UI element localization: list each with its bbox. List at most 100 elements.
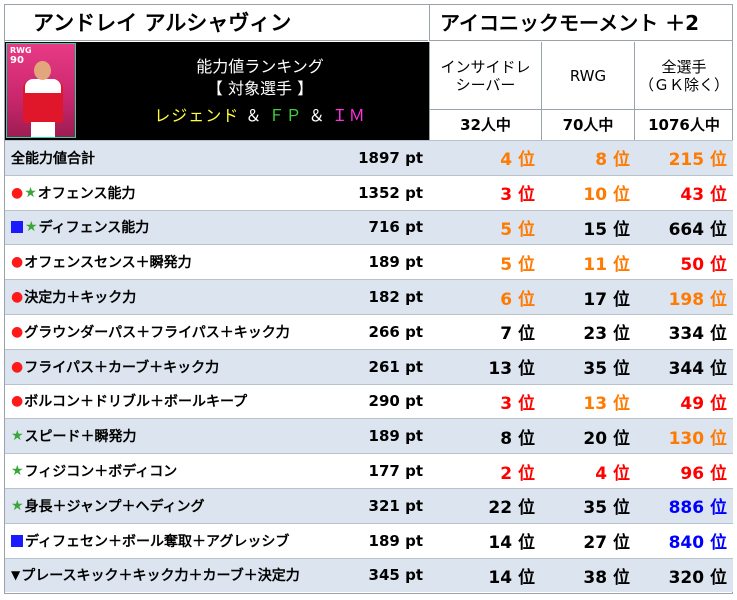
table-row: ● ボルコン＋ドリブル＋ボールキープ 290 pt 3 位 13 位 49 位	[5, 383, 733, 419]
stat-points: 177 pt	[368, 462, 423, 481]
rank-position: 22 位	[488, 498, 535, 519]
fp-label: ＦＰ	[268, 106, 303, 125]
column-header-position: インサイドレ シーバー	[429, 42, 541, 110]
table-row: 全能力値合計 1897 pt 4 位 8 位 215 位	[5, 140, 733, 175]
im-label: ＩＭ	[331, 106, 366, 125]
stat-points: 182 pt	[368, 288, 423, 307]
physical-star-icon: ★	[24, 184, 37, 201]
physical-star-icon: ★	[11, 497, 24, 514]
stat-name: オフェンスセンス＋瞬発力	[24, 255, 192, 272]
rank-all: 886 位	[668, 498, 727, 519]
rank-all: 320 位	[668, 567, 727, 588]
stat-points: 1897 pt	[358, 148, 423, 167]
stat-name: ボルコン＋ドリブル＋ボールキープ	[24, 394, 248, 411]
rank-rwg: 11 位	[583, 254, 630, 275]
stat-label: ▼ プレースキック＋キック力＋カーブ＋決定力	[11, 559, 300, 593]
banner-subtitle: 【 対象選手 】	[206, 79, 314, 98]
stat-label: 全能力値合計	[11, 141, 95, 175]
stat-name: 身長＋ジャンプ＋ヘディング	[24, 498, 205, 515]
defense-square-icon	[11, 221, 23, 234]
rank-all: 215 位	[668, 150, 727, 171]
rank-rwg: 38 位	[583, 567, 630, 588]
amp-label: ＆	[308, 106, 326, 125]
stat-label: ディフェセン＋ボール奪取＋アグレッシブ	[11, 524, 289, 558]
stat-name: フィジコン＋ボディコン	[24, 464, 178, 481]
rank-rwg: 4 位	[595, 463, 630, 484]
stat-name: 全能力値合計	[11, 150, 95, 167]
player-head	[34, 61, 51, 80]
rank-position: 14 位	[488, 567, 535, 588]
player-card: RWG 90	[6, 43, 76, 138]
rank-all: 49 位	[680, 393, 727, 414]
amp-label: ＆	[245, 106, 263, 125]
stat-label: ★ フィジコン＋ボディコン	[11, 454, 177, 488]
stat-name: 決定力＋キック力	[24, 290, 137, 307]
stat-name: オフェンス能力	[37, 185, 136, 202]
stat-name: フライパス＋カーブ＋キック力	[24, 359, 220, 376]
column-count: 70人中	[541, 110, 634, 140]
table-row: ★ スピード＋瞬発力 189 pt 8 位 20 位 130 位	[5, 418, 733, 454]
offense-circle-icon: ●	[11, 289, 24, 306]
table-row: ● オフェンスセンス＋瞬発力 189 pt 5 位 11 位 50 位	[5, 244, 733, 280]
stat-label: ★ ディフェンス能力	[11, 211, 149, 245]
rank-rwg: 35 位	[583, 359, 630, 380]
stat-label: ★ 身長＋ジャンプ＋ヘディング	[11, 489, 204, 523]
rank-position: 4 位	[500, 150, 535, 171]
rank-position: 14 位	[488, 533, 535, 554]
stat-points: 261 pt	[368, 357, 423, 376]
stat-name: プレースキック＋キック力＋カーブ＋決定力	[21, 568, 300, 585]
column-header-label: 全選手 （ＧＫ除く）	[638, 57, 729, 94]
rank-all: 130 位	[668, 428, 727, 449]
rank-position: 2 位	[500, 463, 535, 484]
rank-rwg: 27 位	[583, 533, 630, 554]
rank-all: 43 位	[680, 185, 727, 206]
table-row: ▼ プレースキック＋キック力＋カーブ＋決定力 345 pt 14 位 38 位 320 位	[5, 557, 733, 593]
column-count: 32人中	[429, 110, 541, 140]
column-count: 1076人中	[634, 110, 733, 140]
rank-position: 8 位	[500, 428, 535, 449]
stat-label: ● フライパス＋カーブ＋キック力	[11, 350, 219, 384]
stat-points: 189 pt	[368, 427, 423, 446]
stat-points: 716 pt	[368, 218, 423, 237]
stat-points: 321 pt	[368, 496, 423, 515]
rank-all: 96 位	[680, 463, 727, 484]
card-type: アイコニックモーメント ＋2	[429, 5, 733, 41]
stat-label: ● 決定力＋キック力	[11, 280, 136, 314]
stat-name: ディフェセン＋ボール奪取＋アグレッシブ	[25, 533, 290, 550]
table-row: ディフェセン＋ボール奪取＋アグレッシブ 189 pt 14 位 27 位 840 位	[5, 522, 733, 558]
player-shirt-collar	[25, 79, 61, 93]
table-row: ● グラウンダーパス＋フライパス＋キック力 266 pt 7 位 23 位 334 位	[5, 314, 733, 349]
rank-rwg: 23 位	[583, 324, 630, 345]
table-row: ● 決定力＋キック力 182 pt 6 位 17 位 198 位	[5, 279, 733, 314]
offense-circle-icon: ●	[11, 393, 24, 410]
rank-rwg: 13 位	[583, 393, 630, 414]
rank-all: 664 位	[668, 219, 727, 240]
rank-position: 3 位	[500, 185, 535, 206]
rank-rwg: 10 位	[583, 185, 630, 206]
rank-rwg: 8 位	[595, 150, 630, 171]
table-row: ★ ディフェンス能力 716 pt 5 位 15 位 664 位	[5, 209, 733, 245]
offense-circle-icon: ●	[11, 358, 24, 375]
stat-points: 189 pt	[368, 253, 423, 272]
rank-rwg: 15 位	[583, 219, 630, 240]
rank-position: 3 位	[500, 393, 535, 414]
stat-points: 189 pt	[368, 531, 423, 550]
column-header-label: インサイドレ シーバー	[440, 57, 531, 94]
rank-position: 6 位	[500, 289, 535, 310]
stat-label: ● グラウンダーパス＋フライパス＋キック力	[11, 315, 290, 349]
rank-position: 13 位	[488, 359, 535, 380]
rank-all: 344 位	[668, 359, 727, 380]
offense-circle-icon: ●	[11, 323, 24, 340]
rank-all: 840 位	[668, 533, 727, 554]
stat-points: 1352 pt	[358, 183, 423, 202]
column-header-all: 全選手 （ＧＫ除く）	[634, 42, 733, 110]
stat-label: ● ★ オフェンス能力	[11, 176, 136, 210]
stat-points: 290 pt	[368, 392, 423, 411]
physical-star-icon: ★	[25, 219, 38, 236]
stat-points: 345 pt	[368, 566, 423, 585]
legend-label: レジェンド	[154, 106, 240, 125]
player-name: アンドレイ アルシャヴィン	[5, 5, 428, 41]
column-header-label: RWG	[569, 66, 607, 85]
card-position: RWG	[10, 46, 32, 55]
banner-title: 能力値ランキング	[196, 57, 324, 76]
